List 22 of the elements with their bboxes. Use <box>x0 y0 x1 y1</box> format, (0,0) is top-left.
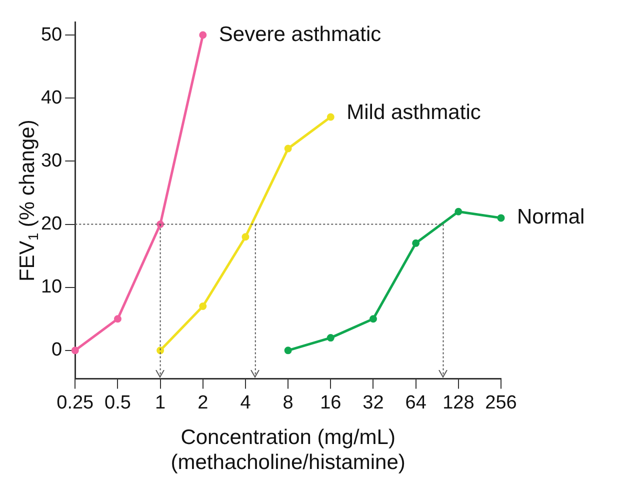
x-tick-label: 32 <box>362 392 384 414</box>
x-tick-label: 64 <box>405 392 427 414</box>
x-tick-label: 16 <box>320 392 342 414</box>
y-tick-label: 30 <box>40 150 62 172</box>
x-tick-label: 0.25 <box>56 392 94 414</box>
x-axis-title: Concentration (mg/mL) (methacholine/histamine) <box>170 426 406 474</box>
y-axis-title: FEV1 (% change) <box>16 120 41 282</box>
series-label: Severe asthmatic <box>218 22 382 46</box>
x-tick-label: 4 <box>240 392 252 414</box>
y-tick-label: 40 <box>40 87 62 108</box>
x-tick-label: 8 <box>282 392 294 414</box>
series-label: Normal <box>517 206 585 229</box>
x-tick-label: 1 <box>155 392 166 414</box>
y-tick-label: 10 <box>40 276 62 298</box>
y-tick-label: 20 <box>40 213 62 234</box>
series-label: Mild asthmatic <box>346 100 481 124</box>
x-tick-label: 256 <box>485 392 517 414</box>
y-tick-label: 50 <box>40 24 62 46</box>
x-tick-label: 128 <box>442 392 474 414</box>
x-tick-label: 2 <box>198 392 208 414</box>
x-tick-label: 0.5 <box>104 392 131 414</box>
y-tick-label: 0 <box>52 340 62 361</box>
